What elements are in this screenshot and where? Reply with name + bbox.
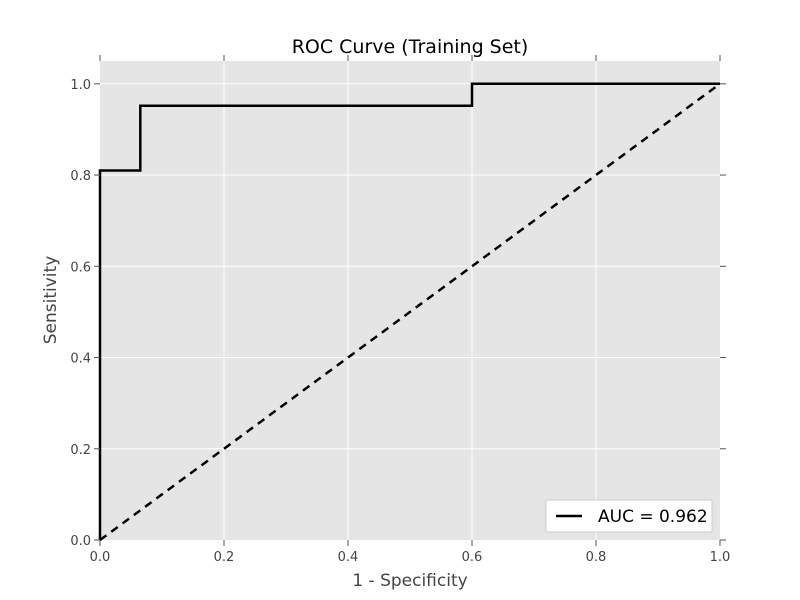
y-tick-label: 0.6	[70, 260, 91, 275]
y-tick-label: 1.0	[70, 78, 91, 93]
plot-background	[100, 61, 720, 540]
y-axis-label: Sensitivity	[41, 256, 61, 345]
legend: AUC = 0.962	[545, 499, 713, 533]
x-tick-label: 1.0	[710, 550, 731, 565]
y-tick-label: 0.8	[70, 169, 91, 184]
x-tick-label: 0.8	[586, 550, 607, 565]
chart-title: ROC Curve (Training Set)	[292, 36, 529, 58]
reference-diagonal-line	[99, 82, 721, 542]
y-tick-label: 0.4	[70, 352, 91, 367]
y-tick-label: 0.0	[70, 534, 91, 549]
x-tick-label: 0.6	[462, 550, 483, 565]
roc-curve-line	[98, 82, 720, 540]
legend-label: AUC = 0.962	[598, 507, 708, 527]
ticks-group: 0.0 0.2 0.4 0.6 0.8 1.0 0.0 0.2 0.4 0.6 0.8 1.0	[70, 55, 730, 565]
x-tick-label: 0.0	[90, 550, 111, 565]
y-tick-label: 0.2	[70, 443, 91, 458]
x-tick-label: 0.4	[338, 550, 359, 565]
series-group	[98, 82, 721, 542]
x-axis-label: 1 - Specificity	[352, 571, 467, 591]
x-tick-label: 0.2	[214, 550, 235, 565]
